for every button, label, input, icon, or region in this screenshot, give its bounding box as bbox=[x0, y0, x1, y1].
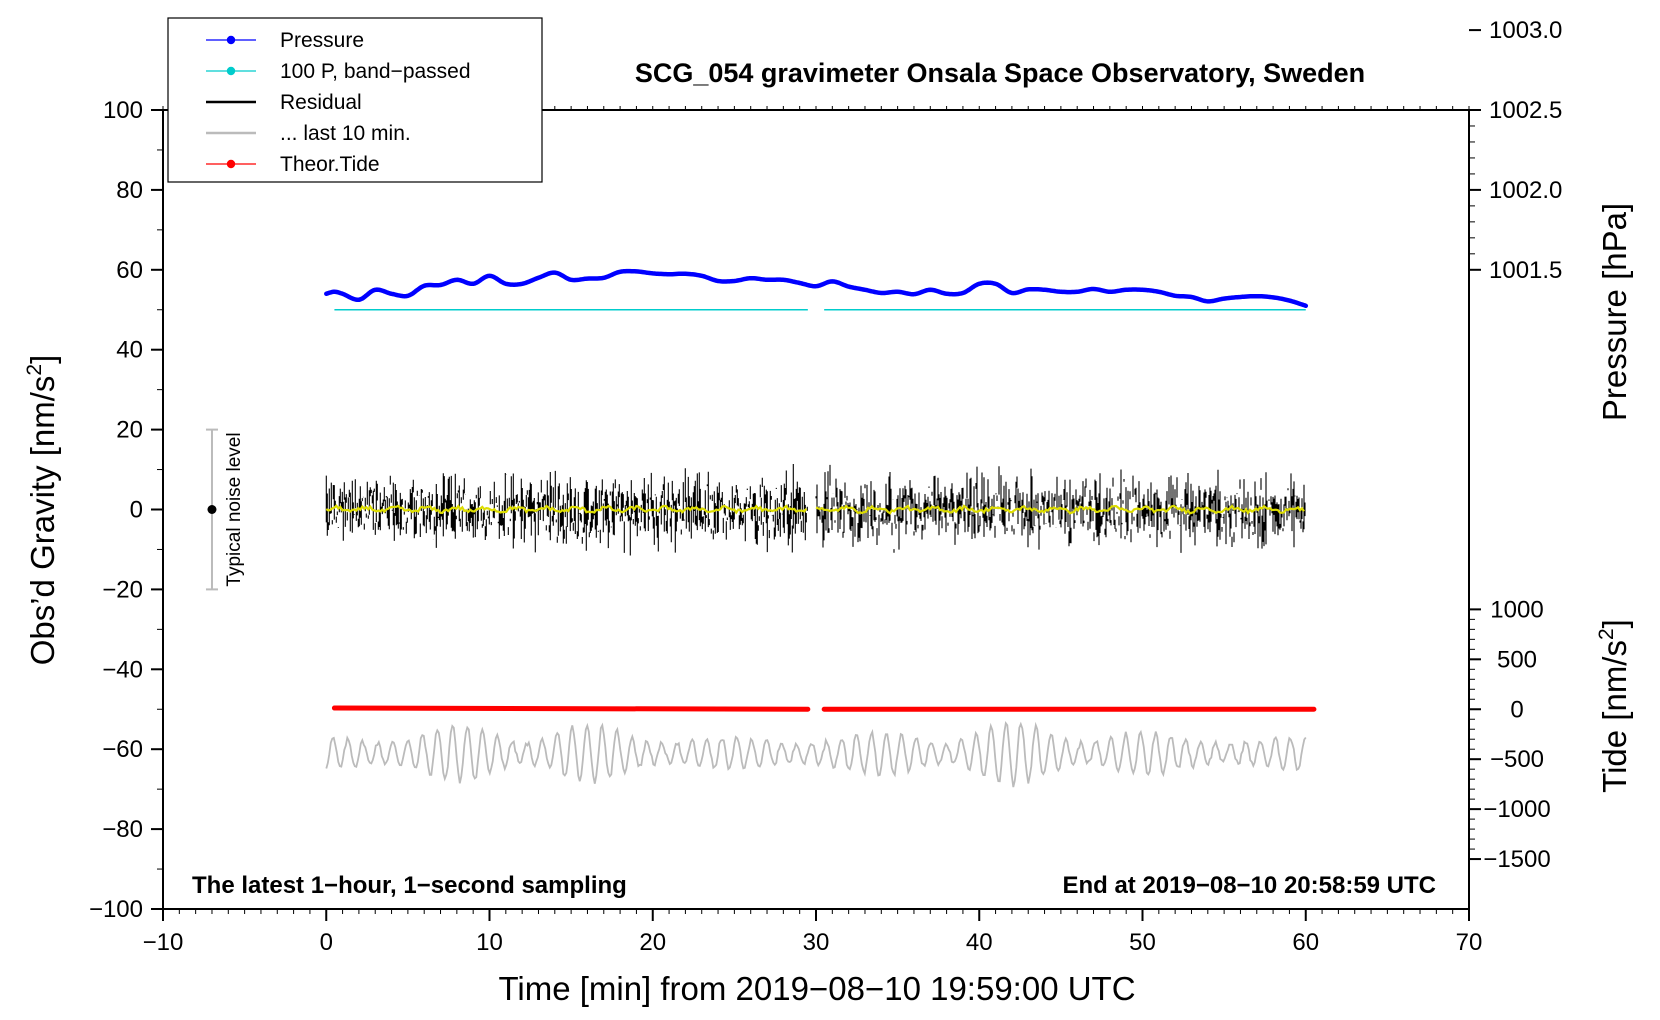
pressure-tick-label: 1002.5 bbox=[1489, 97, 1562, 124]
x-tick-label: 0 bbox=[320, 929, 333, 956]
y-axis-title-tide-exp: 2 bbox=[1595, 628, 1618, 640]
legend-label: Residual bbox=[280, 91, 362, 114]
y-tick-label: −100 bbox=[89, 896, 143, 923]
y-tick-label: 0 bbox=[130, 497, 143, 524]
legend-label: Pressure bbox=[280, 29, 364, 52]
tide-tick-label: 0 bbox=[1510, 696, 1523, 723]
y-tick-label: 60 bbox=[116, 257, 143, 284]
legend-marker bbox=[226, 159, 236, 169]
y-axis-title-left-base: Obs’d Gravity [nm/s bbox=[24, 376, 61, 666]
y-tick-label: 20 bbox=[116, 417, 143, 444]
x-tick-label: −10 bbox=[143, 929, 184, 956]
legend-box bbox=[167, 17, 543, 183]
y-axis-title-left-end: ] bbox=[24, 355, 61, 364]
chart-title: SCG_054 gravimeter Onsala Space Observat… bbox=[635, 58, 1365, 88]
residual-smoothed-line bbox=[325, 504, 808, 515]
annotation-bottom-left: The latest 1−hour, 1−second sampling bbox=[192, 872, 627, 899]
x-tick-label: 30 bbox=[803, 929, 830, 956]
tide-tick-label: −500 bbox=[1490, 746, 1544, 773]
pressure-tick-label: 1001.5 bbox=[1489, 257, 1562, 284]
pressure-tick-label: 1002.0 bbox=[1489, 177, 1562, 204]
y-tick-label: 40 bbox=[116, 337, 143, 364]
y-axis-title-pressure: Pressure [hPa] bbox=[1596, 203, 1633, 421]
x-tick-label: 10 bbox=[476, 929, 503, 956]
legend-marker bbox=[226, 66, 236, 76]
tide-tick-label: −1500 bbox=[1483, 846, 1550, 873]
tide-tick-label: 1000 bbox=[1490, 596, 1543, 623]
legend-marker bbox=[226, 35, 236, 45]
annotation-bottom-right: End at 2019−08−10 20:58:59 UTC bbox=[1062, 872, 1436, 899]
axes-layer: −10 0 10 20 30 40 50 60 70−100−80−60−40−20020406… bbox=[89, 17, 1562, 956]
legend-label: 100 P, band−passed bbox=[280, 60, 471, 83]
series-layer bbox=[324, 268, 1317, 788]
tide-tick-label: 500 bbox=[1497, 646, 1537, 673]
tide-series-line bbox=[331, 705, 811, 712]
legend: Pressure 100 P, band−passed Residual ... la… bbox=[167, 17, 543, 183]
legend-items: Pressure 100 P, band−passed Residual ... la… bbox=[206, 29, 471, 176]
y-axis-title-tide-base: Tide [nm/s bbox=[1596, 640, 1633, 793]
legend-label: ... last 10 min. bbox=[280, 122, 411, 145]
legend-label: Theor.Tide bbox=[280, 153, 380, 176]
residual-series-line bbox=[325, 464, 808, 556]
last10min-series-line bbox=[325, 720, 1307, 788]
x-tick-label: 70 bbox=[1456, 929, 1483, 956]
x-tick-label: 40 bbox=[966, 929, 993, 956]
y-axis-title-left-exp: 2 bbox=[23, 364, 46, 376]
y-tick-label: 80 bbox=[116, 177, 143, 204]
noise-indicator: Typical noise level bbox=[205, 428, 245, 591]
y-tick-label: 100 bbox=[103, 97, 143, 124]
y-axis-title-left: Obs’d Gravity [nm/s2] bbox=[23, 355, 61, 666]
y-tick-label: −20 bbox=[102, 576, 143, 603]
y-tick-label: −80 bbox=[102, 816, 143, 843]
x-tick-label: 50 bbox=[1129, 929, 1156, 956]
y-tick-label: −40 bbox=[102, 656, 143, 683]
pressure-series-line bbox=[324, 268, 1309, 309]
y-axis-title-tide-end: ] bbox=[1596, 619, 1633, 628]
noise-dot bbox=[207, 505, 217, 514]
noise-label: Typical noise level bbox=[224, 432, 245, 586]
residual-smoothed-line bbox=[815, 504, 1305, 515]
x-tick-label: 20 bbox=[639, 929, 666, 956]
x-tick-label: 60 bbox=[1292, 929, 1319, 956]
tide-tick-label: −1000 bbox=[1483, 796, 1550, 823]
x-axis-title: Time [min] from 2019−08−10 19:59:00 UTC bbox=[498, 970, 1135, 1007]
y-axis-title-tide: Tide [nm/s2] bbox=[1595, 619, 1633, 793]
pressure-tick-label: 1003.0 bbox=[1489, 17, 1562, 44]
y-tick-label: −60 bbox=[102, 736, 143, 763]
